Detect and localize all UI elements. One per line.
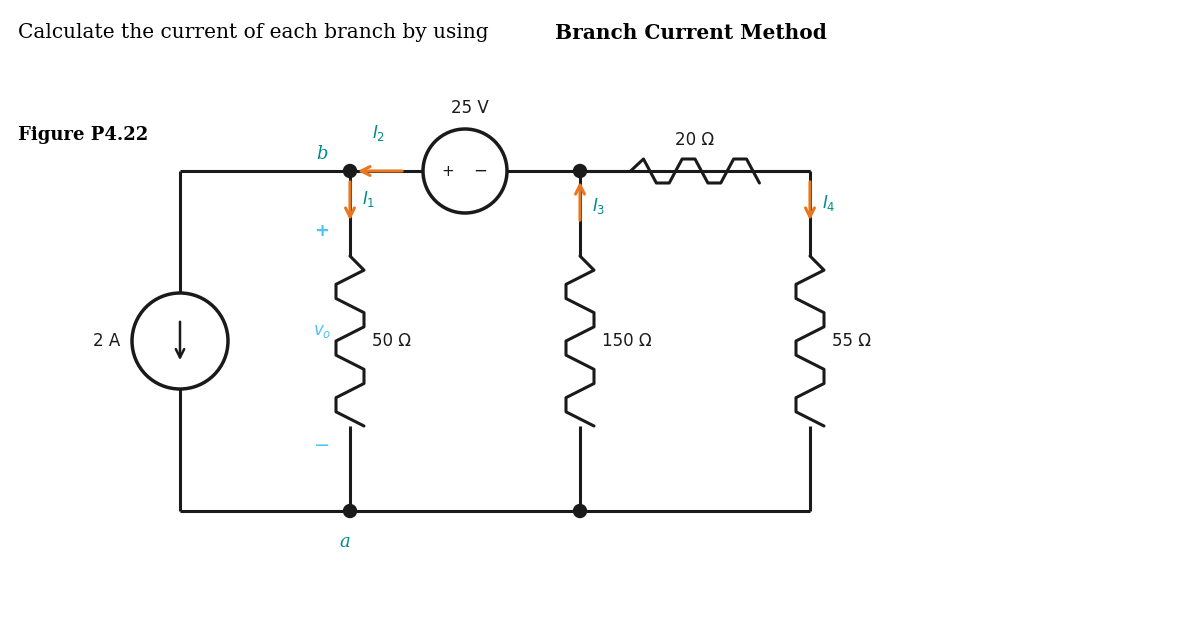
Text: +: +: [442, 163, 455, 179]
Text: 50 Ω: 50 Ω: [372, 332, 410, 350]
Text: Branch Current Method: Branch Current Method: [554, 23, 827, 43]
Text: −: −: [473, 162, 487, 180]
Text: 150 Ω: 150 Ω: [602, 332, 652, 350]
Circle shape: [574, 505, 587, 517]
Text: b: b: [317, 145, 328, 163]
Text: Figure P4.22: Figure P4.22: [18, 126, 149, 144]
Text: 55 Ω: 55 Ω: [832, 332, 871, 350]
Text: +: +: [314, 222, 330, 240]
Text: 20 Ω: 20 Ω: [676, 131, 714, 149]
Text: $I_2$: $I_2$: [372, 123, 385, 143]
Text: $I_3$: $I_3$: [592, 196, 605, 216]
Text: −: −: [314, 437, 330, 456]
Text: $v_o$: $v_o$: [313, 322, 331, 340]
Text: $I_4$: $I_4$: [822, 193, 835, 213]
Circle shape: [574, 165, 587, 177]
Text: 25 V: 25 V: [451, 99, 488, 117]
Circle shape: [343, 165, 356, 177]
Text: 2 A: 2 A: [92, 332, 120, 350]
Text: a: a: [340, 533, 350, 551]
Circle shape: [343, 505, 356, 517]
Text: $I_1$: $I_1$: [362, 189, 376, 209]
Text: Calculate the current of each branch by using: Calculate the current of each branch by …: [18, 23, 496, 42]
